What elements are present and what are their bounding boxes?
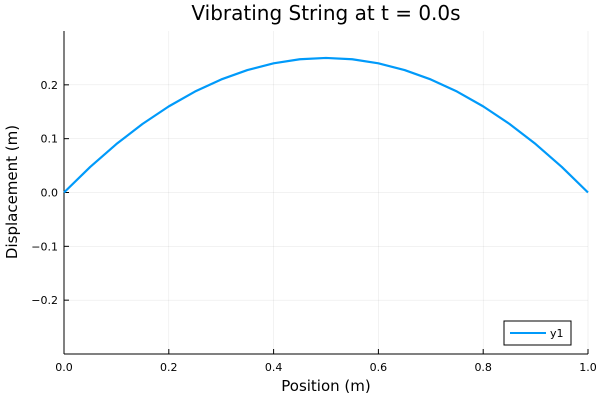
y-tick-label: −0.2	[31, 294, 58, 307]
y-tick-label: 0.1	[41, 133, 59, 146]
legend: y1	[503, 320, 572, 346]
y-axis-ticks: −0.2 −0.1 0.0 0.1 0.2	[31, 79, 69, 307]
y-tick-label: 0.2	[41, 79, 59, 92]
x-axis-ticks: 0.0 0.2 0.4 0.6 0.8 1.0	[55, 349, 597, 374]
x-tick-label: 0.4	[265, 361, 283, 374]
x-tick-label: 0.2	[160, 361, 178, 374]
x-tick-label: 0.6	[370, 361, 388, 374]
x-tick-label: 1.0	[579, 361, 597, 374]
y-axis-label: Displacement (m)	[3, 125, 21, 259]
x-tick-label: 0.8	[474, 361, 492, 374]
legend-label-y1: y1	[550, 327, 564, 340]
x-tick-label: 0.0	[55, 361, 73, 374]
grid	[63, 31, 589, 354]
series-line-y1	[63, 56, 589, 194]
y-tick-label: −0.1	[31, 240, 58, 253]
y-tick-label: 0.0	[41, 187, 59, 200]
series-group	[63, 56, 589, 194]
x-axis-label: Position (m)	[281, 377, 371, 395]
chart-title: Vibrating String at t = 0.0s	[191, 1, 460, 25]
